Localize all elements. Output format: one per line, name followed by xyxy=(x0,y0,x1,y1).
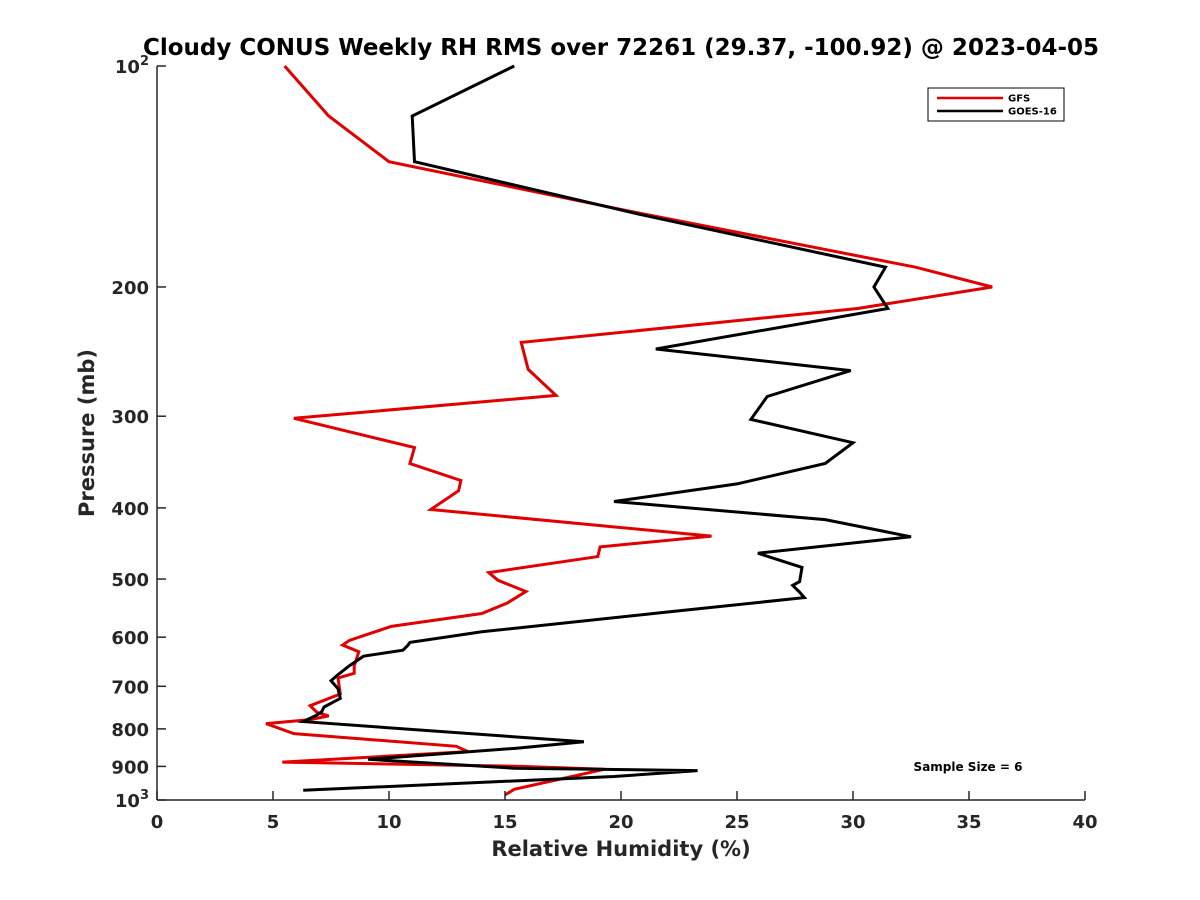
x-tick-label: 25 xyxy=(724,812,749,833)
y-tick-label: 200 xyxy=(111,278,149,299)
legend-label-gfs: GFS xyxy=(1008,94,1030,105)
sample-size-annotation: Sample Size = 6 xyxy=(914,760,1023,774)
x-tick-label: 0 xyxy=(151,812,164,833)
series-line-gfs xyxy=(265,65,993,797)
x-tick-label: 5 xyxy=(267,812,280,833)
y-tick-label: 700 xyxy=(111,677,149,698)
x-tick-label: 10 xyxy=(376,812,401,833)
y-tick-label: 103 xyxy=(115,788,149,812)
y-tick-label: 300 xyxy=(111,407,149,428)
series-line-goes16 xyxy=(297,64,912,792)
chart-title: Cloudy CONUS Weekly RH RMS over 72261 (2… xyxy=(143,35,1099,61)
y-tick-label: 400 xyxy=(111,499,149,520)
x-tick-label: 15 xyxy=(492,812,517,833)
y-tick-label: 600 xyxy=(111,628,149,649)
x-axis-label: Relative Humidity (%) xyxy=(491,837,750,861)
legend-box xyxy=(927,87,1065,122)
axes-layer: 0 5 10 15 20 25 30 35 40 102 200 300 400 500 600 700 800… xyxy=(111,54,1097,833)
x-tick-label: 20 xyxy=(608,812,633,833)
legend: GFS GOES-16 xyxy=(927,87,1065,122)
x-tick-label: 40 xyxy=(1072,812,1097,833)
y-tick-label: 500 xyxy=(111,570,149,591)
x-tick-label: 35 xyxy=(956,812,981,833)
series-layer xyxy=(265,64,993,797)
y-tick-label: 800 xyxy=(111,720,149,741)
y-tick-label: 102 xyxy=(115,54,149,78)
legend-label-goes16: GOES-16 xyxy=(1008,107,1057,118)
y-tick-label: 900 xyxy=(111,757,149,778)
y-axis-label: Pressure (mb) xyxy=(75,349,99,517)
x-tick-label: 30 xyxy=(840,812,865,833)
